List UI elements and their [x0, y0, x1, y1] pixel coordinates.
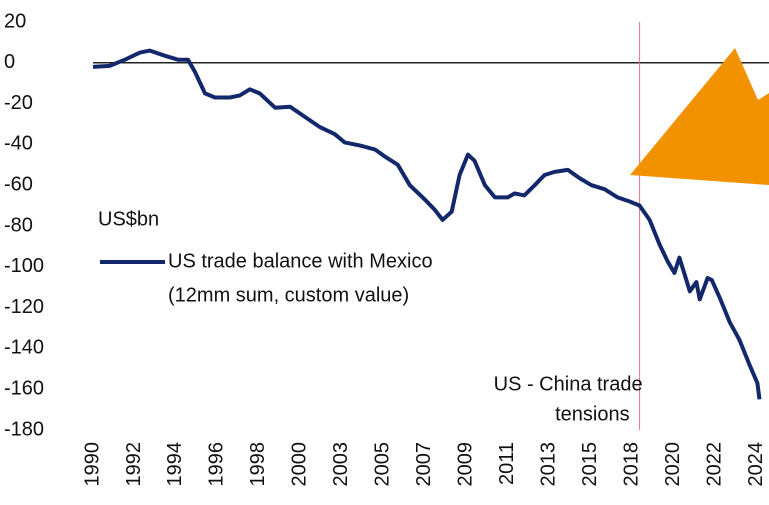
y-tick-label: -80	[4, 214, 33, 236]
x-tick-label: 1996	[206, 442, 228, 487]
reference-label: tensions	[555, 403, 630, 425]
legend-label: US trade balance with Mexico	[168, 250, 433, 272]
x-tick-label: 2011	[496, 442, 518, 485]
x-tick-label: 2018	[620, 442, 642, 487]
reference-label: US - China trade	[494, 373, 643, 395]
x-tick-label: 2005	[372, 442, 394, 487]
x-tick-label: 2003	[330, 442, 352, 487]
x-tick-label: 2020	[662, 442, 684, 487]
y-tick-label: 0	[4, 51, 15, 73]
x-tick-label: 1990	[81, 442, 103, 487]
y-tick-label: -20	[4, 92, 33, 114]
y-tick-label: -120	[4, 296, 44, 318]
x-tick-label: 1992	[123, 442, 145, 487]
x-tick-label: 2000	[289, 442, 311, 487]
y-tick-label: -40	[4, 133, 33, 155]
x-tick-label: 1994	[164, 442, 186, 487]
x-tick-label: 2009	[455, 442, 477, 487]
unit-label: US$bn	[98, 208, 159, 230]
chart: 20 0 -20 -40 -60 -80 -100 -120 -140 -160 -180 1990 1…	[0, 0, 769, 505]
y-tick-label: -180	[4, 418, 44, 440]
x-tick-label: 2015	[579, 442, 601, 487]
x-tick-label: 2013	[537, 442, 559, 487]
legend-sublabel: (12mm sum, custom value)	[168, 284, 409, 306]
x-tick-label: 2024	[745, 442, 767, 487]
x-tick-label: 2007	[413, 442, 435, 487]
y-tick-label: -140	[4, 337, 44, 359]
y-tick-label: 20	[4, 10, 26, 32]
overlay-shape	[630, 48, 769, 185]
x-tick-label: 2022	[703, 442, 725, 487]
y-tick-label: -160	[4, 377, 44, 399]
y-tick-label: -60	[4, 173, 33, 195]
x-tick-label: 1998	[247, 442, 269, 487]
y-tick-label: -100	[4, 255, 44, 277]
data-line	[93, 51, 760, 400]
